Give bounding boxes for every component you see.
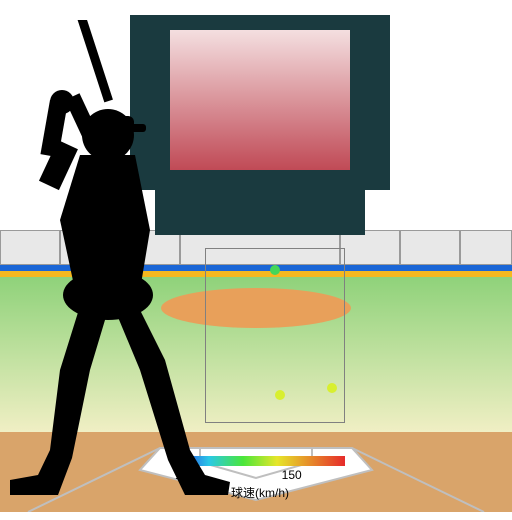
pitch-marker <box>327 383 337 393</box>
pitch-marker <box>270 265 280 275</box>
pitch-location-chart: 100150 球速(km/h) <box>0 0 512 512</box>
legend-tick: 150 <box>282 468 302 482</box>
pitch-marker <box>275 390 285 400</box>
batter-silhouette <box>0 20 250 520</box>
